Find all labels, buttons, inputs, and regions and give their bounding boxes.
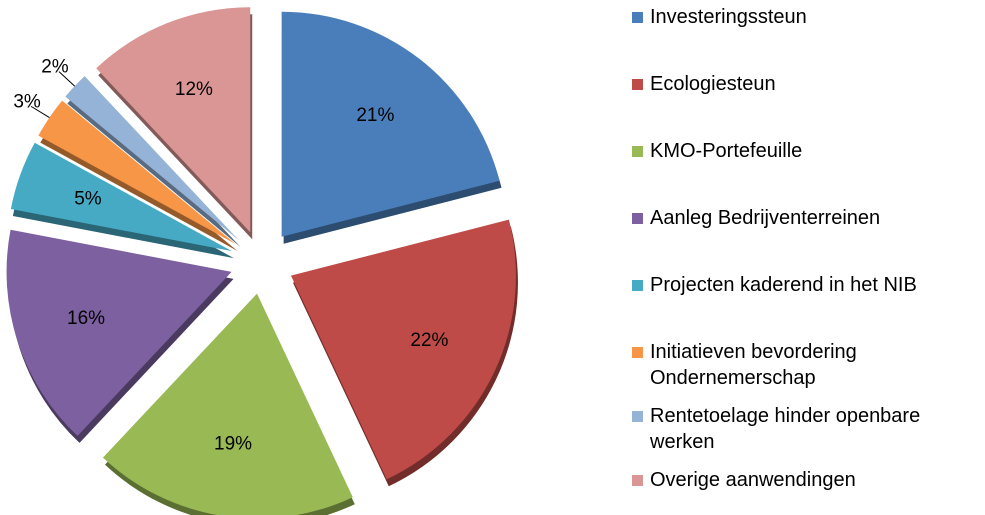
- legend-label: Initiatieven bevordering Ondernemerschap: [650, 341, 857, 389]
- slice: [65, 76, 239, 241]
- legend-swatch: [632, 347, 643, 358]
- legend-entry: Investeringssteun: [632, 4, 977, 30]
- legend-entry: Overige aanwendingen: [632, 467, 977, 493]
- data-label: 2%: [41, 57, 69, 78]
- legend-swatch: [632, 213, 643, 224]
- leader-line: [30, 105, 50, 118]
- legend-label: Ecologiesteun: [650, 73, 776, 95]
- slice: [6, 229, 232, 436]
- legend-label: Investeringssteun: [650, 6, 807, 28]
- data-label: 22%: [410, 330, 448, 351]
- legend-entry: KMO-Portefeuille: [632, 138, 977, 164]
- legend-label: Rentetoelage hinder openbare werken: [650, 405, 921, 453]
- slice: [290, 219, 516, 480]
- legend-label: Overige aanwendingen: [650, 469, 856, 491]
- legend-label: Projecten kaderend in het NIB: [650, 274, 917, 296]
- data-label: 19%: [214, 434, 252, 455]
- data-label: 12%: [175, 79, 213, 100]
- pie: 21% 22% 19% 16% 5% 3%2% 12%: [6, 7, 518, 515]
- slice: [96, 7, 251, 233]
- legend-swatch: [632, 79, 643, 90]
- legend-entry: Aanleg Bedrijventerreinen: [632, 205, 977, 231]
- legend-swatch: [632, 12, 643, 23]
- legend-swatch: [632, 475, 643, 486]
- slice: [281, 11, 500, 237]
- data-label: 3%: [13, 91, 41, 112]
- legend-label: KMO-Portefeuille: [650, 140, 803, 162]
- slice: [10, 142, 232, 252]
- legend-label: Aanleg Bedrijventerreinen: [650, 207, 881, 229]
- data-label: 16%: [67, 308, 105, 329]
- legend-entry: Rentetoelage hinder openbare werken: [632, 403, 977, 455]
- data-label: 21%: [356, 105, 394, 126]
- legend-swatch: [632, 280, 643, 291]
- slice: [102, 293, 353, 515]
- legend-entry: Initiatieven bevordering Ondernemerschap: [632, 339, 977, 391]
- slice: [38, 100, 236, 245]
- legend-swatch: [632, 146, 643, 157]
- legend-entry: Ecologiesteun: [632, 71, 977, 97]
- leader-line: [58, 71, 75, 87]
- legend-swatch: [632, 411, 643, 422]
- data-label: 5%: [74, 188, 102, 209]
- legend-entry: Projecten kaderend in het NIB: [632, 272, 977, 298]
